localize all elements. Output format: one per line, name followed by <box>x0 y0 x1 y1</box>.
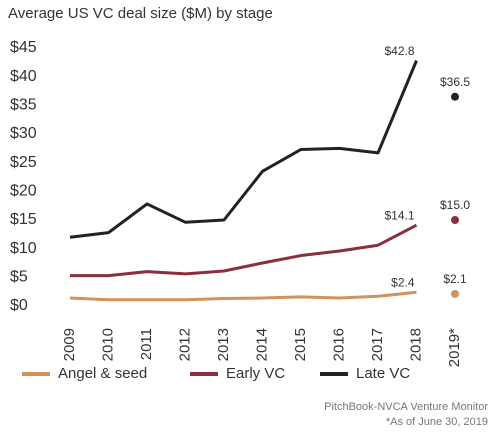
note: *As of June 30, 2019 <box>386 416 488 428</box>
data-label: $2.4 <box>391 275 415 289</box>
x-tick-label: 2017 <box>369 328 386 361</box>
y-tick-label: $5 <box>10 269 28 286</box>
x-tick-label: 2009 <box>61 328 78 361</box>
data-label: $15.0 <box>440 198 470 212</box>
x-tick-label: 2015 <box>292 328 309 361</box>
y-tick-label: $30 <box>10 125 37 142</box>
y-tick-label: $15 <box>10 211 37 228</box>
legend-label: Angel & seed <box>58 365 147 382</box>
point <box>451 92 459 101</box>
y-tick-label: $10 <box>10 240 37 257</box>
y-tick-label: $0 <box>10 297 28 314</box>
data-label: $36.5 <box>440 75 470 89</box>
x-tick-label: 2018 <box>407 328 424 361</box>
series-line <box>69 290 417 302</box>
legend-label: Early VC <box>226 365 285 382</box>
legend-label: Late VC <box>356 365 410 382</box>
point <box>451 289 459 298</box>
chart-title: Average US VC deal size ($M) by stage <box>8 5 273 22</box>
y-tick-label: $40 <box>10 68 37 85</box>
y-tick-label: $45 <box>10 39 37 56</box>
x-tick-label: 2016 <box>330 328 347 361</box>
series-line <box>69 60 418 239</box>
x-tick-label: 2013 <box>215 328 232 361</box>
data-label: $42.8 <box>384 44 414 58</box>
y-tick-label: $20 <box>10 183 37 200</box>
x-tick-label: 2010 <box>99 328 116 361</box>
source: PitchBook-NVCA Venture Monitor <box>324 401 488 413</box>
x-tick-label: 2019* <box>446 328 463 367</box>
x-tick-label: 2014 <box>253 328 270 361</box>
y-tick-label: $35 <box>10 97 37 114</box>
x-tick-label: 2012 <box>176 328 193 361</box>
x-tick-label: 2011 <box>138 328 155 360</box>
data-label: $14.1 <box>384 208 414 222</box>
y-tick-label: $25 <box>10 154 37 171</box>
data-label: $2.1 <box>443 272 467 286</box>
point <box>451 216 459 224</box>
series-line <box>70 223 418 278</box>
